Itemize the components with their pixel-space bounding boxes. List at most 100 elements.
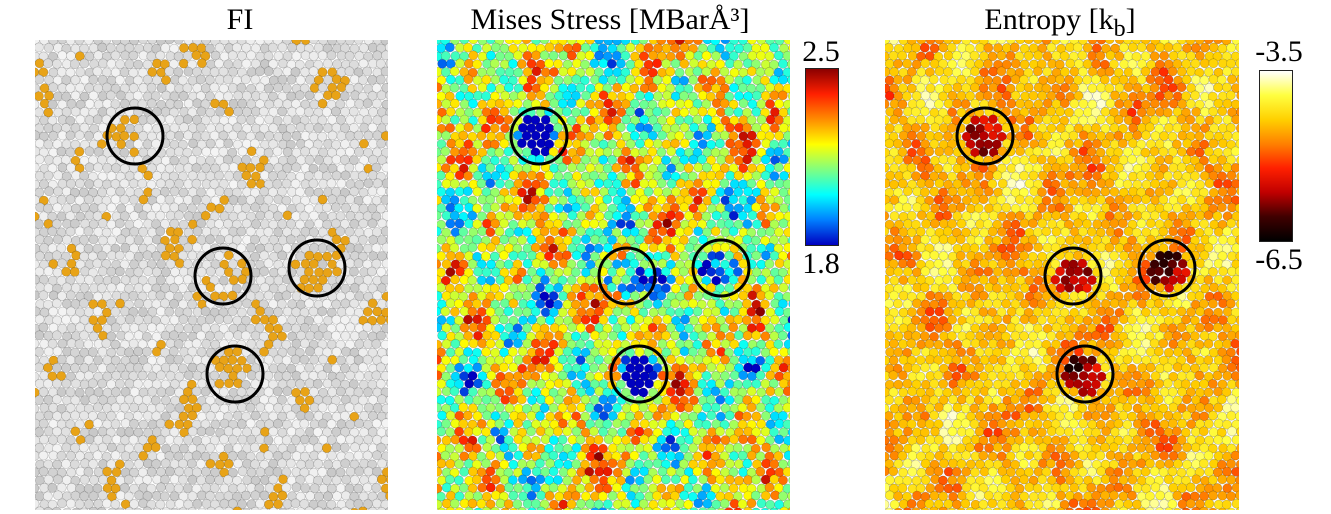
particle (290, 178, 301, 189)
particle (630, 194, 640, 205)
particle (719, 98, 730, 109)
particle (589, 218, 600, 229)
particle (471, 443, 482, 454)
particle (779, 203, 790, 214)
particle (764, 51, 775, 61)
particle (449, 451, 460, 462)
particle (449, 195, 460, 205)
particle (268, 426, 279, 437)
particle (110, 275, 121, 286)
particle (53, 186, 63, 197)
particle (363, 178, 374, 189)
particle (571, 394, 581, 405)
particle (358, 362, 368, 373)
particle (463, 283, 474, 294)
particle (584, 131, 595, 142)
particle (783, 242, 790, 253)
particle (752, 219, 762, 230)
particle (593, 371, 604, 382)
particle (670, 426, 681, 437)
particle (92, 450, 103, 461)
particle (494, 98, 505, 109)
particle (362, 66, 373, 77)
particle (340, 283, 351, 294)
particle (277, 490, 288, 501)
particle (710, 258, 721, 269)
particle (571, 74, 582, 85)
particle (437, 507, 446, 510)
particle (553, 299, 563, 310)
particle (765, 99, 775, 109)
particle (174, 210, 184, 221)
particle (277, 203, 288, 214)
particle (39, 482, 50, 493)
particle (204, 43, 215, 54)
particle (683, 402, 694, 413)
particle (486, 131, 497, 142)
particle (527, 507, 537, 510)
particle (240, 490, 251, 501)
particle (782, 419, 790, 430)
particle (173, 483, 184, 494)
particle (1087, 40, 1098, 45)
particle (558, 291, 568, 301)
particle (353, 243, 364, 254)
particle (522, 498, 533, 509)
particle (540, 67, 551, 78)
particle (214, 362, 225, 373)
particle (43, 42, 54, 53)
particle (644, 378, 654, 389)
particle (485, 499, 496, 510)
particle (65, 371, 76, 382)
particle (598, 426, 609, 437)
particle (549, 499, 559, 510)
particle (281, 482, 292, 493)
particle (611, 227, 622, 238)
particle (133, 315, 144, 325)
particle (495, 178, 505, 189)
particle (934, 40, 945, 45)
particle (304, 219, 315, 230)
particle (35, 506, 45, 510)
particle (303, 107, 314, 117)
particle (381, 178, 388, 189)
particle (43, 266, 54, 277)
particle (684, 434, 695, 445)
particle (688, 139, 699, 150)
particle (371, 370, 382, 381)
particle (597, 491, 608, 502)
particle (717, 507, 726, 510)
particle (259, 266, 269, 277)
particle (503, 146, 514, 157)
particle (778, 362, 789, 373)
particle (527, 170, 537, 181)
particle (462, 186, 473, 197)
particle (445, 74, 456, 85)
particle (782, 291, 790, 302)
particle (38, 67, 49, 78)
particle (643, 218, 654, 229)
particle (760, 426, 771, 437)
particle (747, 210, 758, 221)
particle (57, 50, 68, 61)
particle (268, 123, 279, 133)
particle (63, 507, 72, 510)
particle (449, 306, 460, 317)
particle (106, 282, 117, 293)
particle (151, 411, 162, 421)
particle (751, 411, 762, 422)
particle (169, 474, 180, 485)
particle (471, 298, 482, 309)
particle (773, 115, 784, 125)
particle (317, 194, 328, 205)
particle (133, 378, 143, 389)
particle (282, 147, 293, 157)
particle (652, 58, 663, 69)
particle (385, 428, 388, 437)
particle (561, 250, 572, 261)
particle (678, 331, 689, 341)
particle (366, 266, 377, 277)
particle (706, 155, 716, 166)
particle (513, 50, 523, 61)
particle (471, 154, 482, 165)
